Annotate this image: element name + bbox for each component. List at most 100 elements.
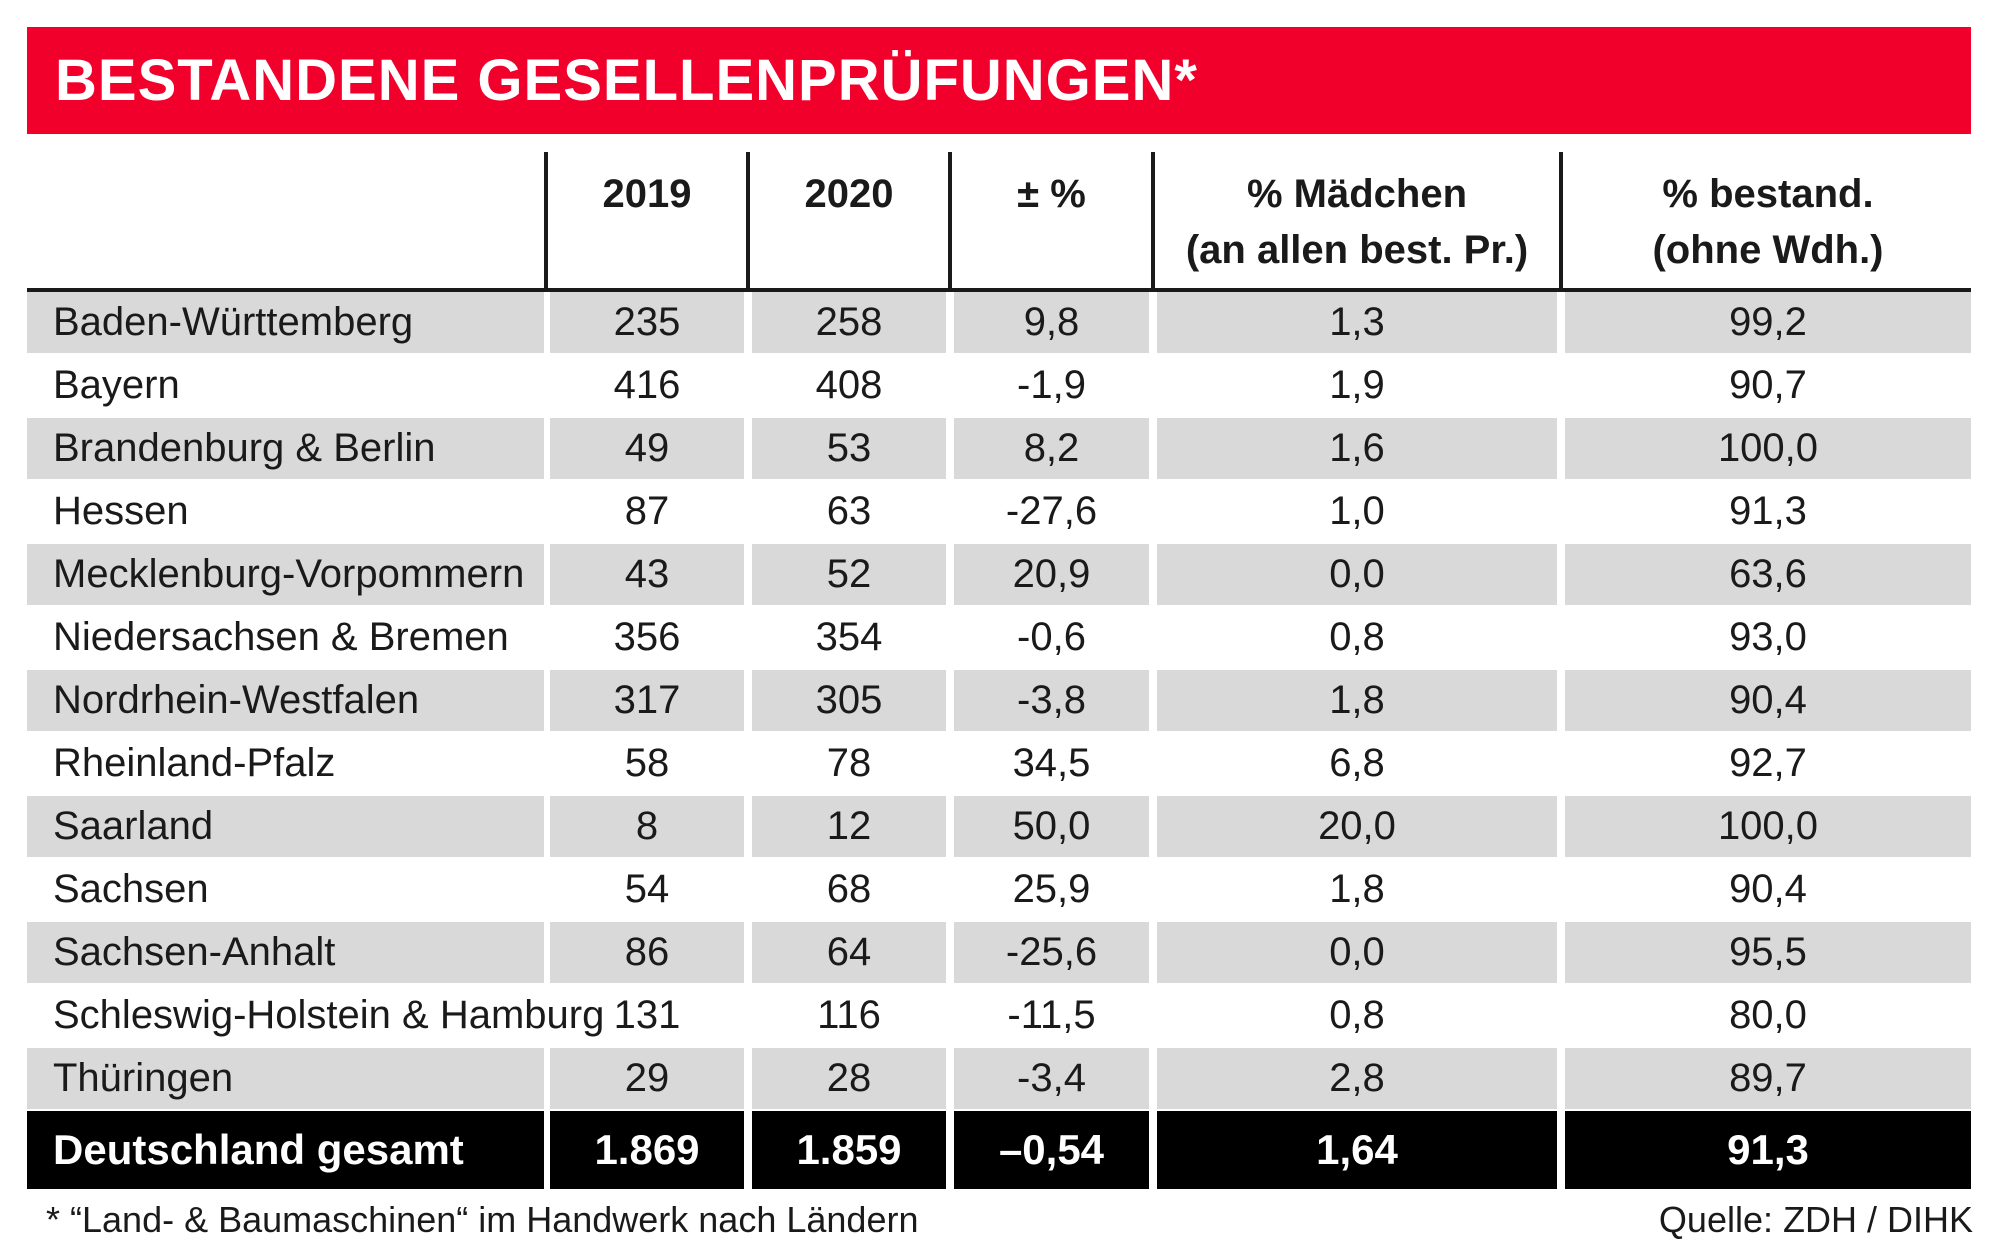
cell-y2020: 68 [826, 867, 872, 911]
cell-y2020: 52 [752, 544, 946, 605]
cell-passed: 89,7 [1565, 1048, 1971, 1109]
row-label: Schleswig-Holstein & Hamburg [53, 993, 605, 1037]
cell-change: -1,9 [1017, 363, 1086, 407]
title-banner: BESTANDENE GESELLENPRÜFUNGEN* [27, 27, 1971, 134]
table-row: Thüringen 29 28 -3,4 2,8 89,7 [27, 1048, 1971, 1111]
cell-y2020: 12 [752, 796, 946, 857]
cell-y2020: 354 [815, 615, 883, 659]
cell-y2019: 49 [550, 418, 744, 479]
cell-y2019: 87 [624, 489, 670, 533]
table-row: Baden-Württemberg 235 258 9,8 1,3 99,2 [27, 292, 1971, 355]
cell-change: -27,6 [1005, 489, 1098, 533]
row-label: Nordrhein-Westfalen [27, 670, 544, 731]
cell-change: 9,8 [954, 292, 1149, 353]
column-header-line: 2019 [602, 172, 692, 216]
footnote: * “Land- & Baumaschinen“ im Handwerk nac… [46, 1199, 919, 1240]
total-y2020: 1.859 [752, 1111, 946, 1189]
total-girls: 1,64 [1157, 1111, 1557, 1189]
column-separator [746, 152, 750, 288]
total-row: Deutschland gesamt 1.869 1.859 –0,54 1,64 91,… [27, 1111, 1971, 1189]
cell-change: -3,4 [954, 1048, 1149, 1109]
table-header: 2019 2020 ± % % Mädchen (an allen best. Pr.)… [27, 152, 1971, 288]
cell-y2020: 78 [826, 741, 872, 785]
row-label: Rheinland-Pfalz [53, 741, 336, 785]
cell-y2020: 258 [752, 292, 946, 353]
cell-change: 25,9 [1012, 867, 1091, 911]
row-label: Sachsen [53, 867, 209, 911]
row-label: Sachsen-Anhalt [27, 922, 544, 983]
column-header-line: ± % [1017, 172, 1086, 216]
row-label: Mecklenburg-Vorpommern [27, 544, 544, 605]
table-row: Bayern 416 408 -1,9 1,9 90,7 [27, 355, 1971, 418]
cell-passed: 80,0 [1729, 993, 1807, 1037]
cell-girls: 0,0 [1157, 922, 1557, 983]
column-header-line: % bestand. [1662, 172, 1874, 216]
cell-girls: 0,8 [1329, 993, 1385, 1037]
cell-change: 34,5 [1012, 741, 1091, 785]
page-title: BESTANDENE GESELLENPRÜFUNGEN* [55, 48, 1198, 113]
cell-girls: 20,0 [1157, 796, 1557, 857]
cell-change: 50,0 [954, 796, 1149, 857]
cell-y2020: 408 [815, 363, 883, 407]
column-header-girls: % Mädchen (an allen best. Pr.) [1157, 152, 1557, 288]
cell-y2019: 86 [550, 922, 744, 983]
cell-y2019: 416 [613, 363, 681, 407]
row-label: Thüringen [27, 1048, 544, 1109]
column-header-line: (ohne Wdh.) [1652, 228, 1884, 272]
cell-y2019: 58 [624, 741, 670, 785]
total-y2019: 1.869 [550, 1111, 744, 1189]
column-separator [1559, 152, 1563, 288]
column-separator [948, 152, 952, 288]
cell-passed: 63,6 [1565, 544, 1971, 605]
cell-change: -3,8 [954, 670, 1149, 731]
cell-girls: 1,8 [1157, 670, 1557, 731]
cell-y2020: 63 [826, 489, 872, 533]
cell-change: -0,6 [1017, 615, 1086, 659]
cell-passed: 90,4 [1565, 670, 1971, 731]
cell-change: -11,5 [1007, 993, 1096, 1037]
table-row: Saarland 8 12 50,0 20,0 100,0 [27, 796, 1971, 859]
column-header-passed: % bestand. (ohne Wdh.) [1565, 152, 1971, 288]
total-change: –0,54 [954, 1111, 1149, 1189]
cell-passed: 90,7 [1729, 363, 1807, 407]
table-row: Mecklenburg-Vorpommern 43 52 20,9 0,0 63,6 [27, 544, 1971, 607]
cell-y2019: 356 [613, 615, 681, 659]
table-row: Schleswig-Holstein & Hamburg 131 116 -11,5 0… [27, 985, 1971, 1048]
cell-change: -25,6 [954, 922, 1149, 983]
cell-passed: 93,0 [1729, 615, 1807, 659]
row-label: Bayern [53, 363, 180, 407]
cell-girls: 1,9 [1329, 363, 1385, 407]
cell-y2020: 53 [752, 418, 946, 479]
row-label: Niedersachsen & Bremen [53, 615, 509, 659]
table-row: Sachsen 54 68 25,9 1,8 90,4 [27, 859, 1971, 922]
table-row: Brandenburg & Berlin 49 53 8,2 1,6 100,0 [27, 418, 1971, 481]
cell-y2019: 317 [550, 670, 744, 731]
column-header-line: % Mädchen [1246, 172, 1468, 216]
row-label: Brandenburg & Berlin [27, 418, 544, 479]
cell-passed: 100,0 [1565, 418, 1971, 479]
cell-passed: 91,3 [1729, 489, 1807, 533]
cell-y2019: 131 [613, 993, 681, 1037]
cell-girls: 6,8 [1329, 741, 1385, 785]
row-label: Saarland [27, 796, 544, 857]
cell-y2019: 54 [624, 867, 670, 911]
total-passed: 91,3 [1565, 1111, 1971, 1189]
cell-girls: 0,0 [1157, 544, 1557, 605]
column-header-line: (an allen best. Pr.) [1185, 228, 1529, 272]
cell-girls: 0,8 [1329, 615, 1385, 659]
row-label: Hessen [53, 489, 189, 533]
header-rule [27, 288, 1971, 292]
table-row: Hessen 87 63 -27,6 1,0 91,3 [27, 481, 1971, 544]
cell-y2020: 28 [752, 1048, 946, 1109]
cell-change: 8,2 [954, 418, 1149, 479]
cell-girls: 1,6 [1157, 418, 1557, 479]
row-label: Baden-Württemberg [27, 292, 544, 353]
cell-y2019: 235 [550, 292, 744, 353]
cell-girls: 2,8 [1157, 1048, 1557, 1109]
cell-y2019: 43 [550, 544, 744, 605]
cell-y2020: 116 [817, 993, 881, 1037]
column-separator [1151, 152, 1155, 288]
cell-change: 20,9 [954, 544, 1149, 605]
column-header-y2019: 2019 [550, 152, 744, 288]
cell-girls: 1,8 [1329, 867, 1385, 911]
